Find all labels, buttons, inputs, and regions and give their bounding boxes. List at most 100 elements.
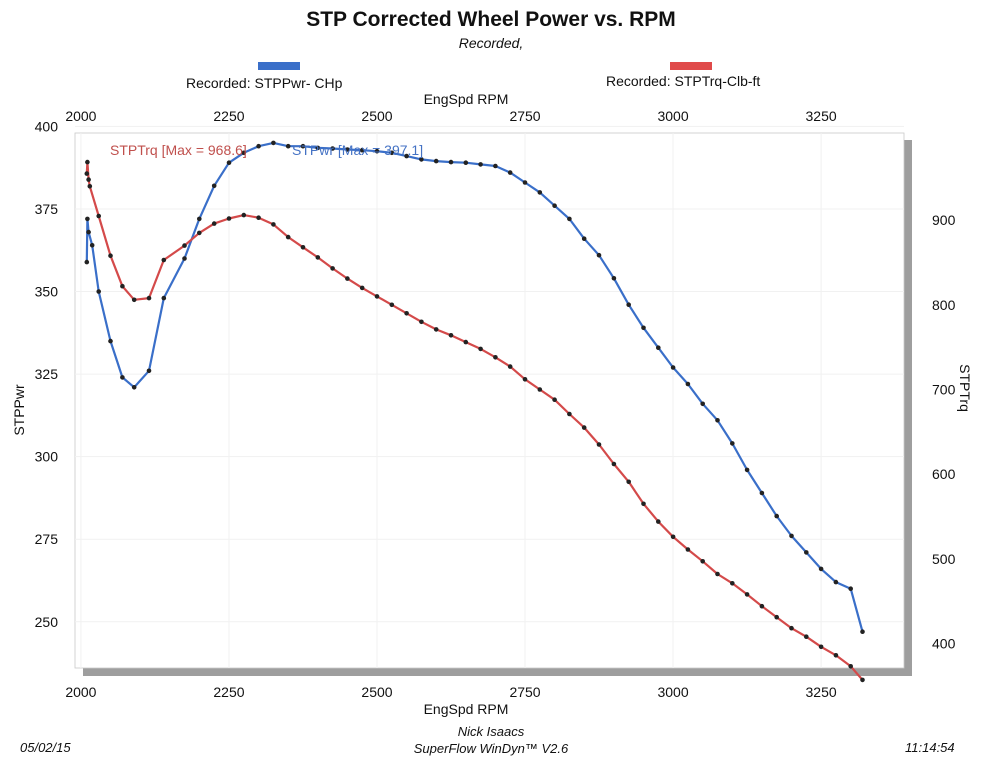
annotation-torque-max: STPTrq [Max = 968.6] (110, 142, 247, 158)
y-tick-left: 325 (35, 366, 59, 382)
data-point-stppwr (670, 365, 676, 370)
data-point-stptrq (818, 644, 824, 650)
data-point-stppwr (89, 243, 95, 248)
data-point-stptrq (641, 501, 646, 507)
data-point-stptrq (359, 285, 365, 291)
data-point-stppwr (256, 143, 261, 149)
x-tick-top: 2750 (509, 108, 540, 124)
data-point-stppwr (271, 140, 276, 146)
y-tick-left: 350 (35, 284, 59, 300)
data-point-stppwr (84, 259, 90, 265)
data-point-stppwr (860, 629, 865, 634)
data-point-stppwr (374, 148, 380, 154)
data-point-stppwr (611, 276, 617, 281)
data-point-stppwr (759, 490, 765, 496)
data-point-stppwr (537, 190, 543, 195)
data-point-stptrq (581, 425, 587, 430)
annotation-power-max: STPwr [Max = 397.1] (292, 142, 423, 158)
data-point-stptrq (774, 614, 779, 620)
data-point-stptrq (315, 255, 321, 260)
data-point-stptrq (522, 377, 528, 382)
y-ticks-left: 250 275 300 325 350 375 400 (35, 118, 59, 629)
x-tick-bottom: 2250 (213, 684, 244, 700)
x-tick-top: 3000 (657, 108, 688, 124)
data-point-stppwr (330, 146, 335, 151)
data-point-stptrq (85, 159, 90, 165)
x-tick-top: 2250 (213, 108, 244, 124)
data-point-stppwr (300, 143, 306, 149)
data-point-stppwr (448, 159, 454, 165)
y-tick-left: 375 (35, 201, 59, 217)
data-point-stppwr (404, 153, 409, 159)
data-point-stptrq (211, 221, 217, 226)
data-point-stptrq (300, 245, 306, 250)
data-point-stppwr (730, 441, 735, 446)
data-point-stppwr (641, 325, 646, 331)
data-point-stppwr (108, 338, 113, 344)
footer-date: 05/02/15 (20, 740, 71, 755)
data-point-stppwr (146, 368, 152, 374)
data-point-stppwr (581, 236, 587, 241)
chart-subtitle: Recorded, (458, 35, 524, 51)
footer-time: 11:14:54 (905, 740, 955, 755)
y-axis-title-right: STPTrq (957, 364, 973, 412)
data-point-stptrq (700, 559, 705, 564)
x-tick-bottom: 2750 (509, 684, 540, 700)
data-point-stppwr (833, 579, 839, 585)
data-point-stptrq (730, 581, 735, 586)
data-point-stppwr (478, 162, 483, 167)
y2-tick-right: 900 (932, 212, 956, 228)
data-point-stppwr (389, 150, 395, 156)
data-point-stppwr (522, 180, 528, 185)
data-point-stppwr (241, 150, 247, 156)
legend-label-power: Recorded: STPPwr- CHp (186, 75, 343, 91)
data-point-stptrq (656, 519, 661, 524)
legend-label-torque: Recorded: STPTrq-Clb-ft (606, 73, 761, 89)
data-point-stptrq (433, 327, 439, 332)
y-axis-title-left: STPPwr (11, 384, 27, 436)
data-point-stppwr (626, 302, 631, 308)
data-point-stptrq (833, 653, 839, 658)
data-point-stptrq (389, 302, 395, 308)
data-point-stppwr (226, 160, 232, 165)
data-point-stppwr (715, 418, 720, 423)
data-point-stptrq (120, 283, 125, 289)
data-point-stppwr (345, 147, 350, 152)
data-point-stppwr (463, 160, 469, 165)
data-point-stptrq (404, 311, 409, 316)
data-point-stptrq (789, 625, 794, 631)
data-point-stptrq (374, 294, 380, 299)
grid (75, 125, 904, 668)
x-tick-bottom: 2500 (361, 684, 392, 700)
x-tick-bottom: 3250 (806, 684, 837, 700)
data-point-stppwr (685, 381, 691, 387)
data-point-stptrq (493, 355, 498, 360)
x-ticks-bottom: 2000 2250 2500 2750 3000 3250 (65, 684, 837, 700)
x-tick-top: 3250 (806, 108, 837, 124)
data-point-stptrq (463, 339, 469, 345)
plot-area (74, 132, 905, 669)
y-tick-left: 400 (35, 118, 59, 134)
data-point-stptrq (552, 397, 557, 403)
data-point-stppwr (493, 163, 498, 169)
data-point-stppwr (774, 513, 779, 519)
data-point-stptrq (611, 461, 617, 467)
data-point-stppwr (211, 183, 217, 189)
data-point-stptrq (108, 253, 113, 258)
data-point-stptrq (96, 213, 101, 219)
data-point-stppwr (86, 229, 91, 235)
data-point-stptrq (670, 534, 676, 540)
data-point-stptrq (860, 677, 865, 683)
x-tick-top: 2500 (361, 108, 392, 124)
legend-swatch-power (258, 62, 300, 70)
series-group (84, 140, 865, 683)
data-point-stptrq (759, 603, 765, 609)
y-tick-left: 250 (35, 614, 59, 630)
y-ticks-right: 400 500 600 700 800 900 (932, 212, 956, 651)
data-point-stppwr (656, 345, 661, 351)
data-point-stppwr (789, 533, 794, 539)
data-point-stptrq (182, 243, 187, 248)
data-point-stppwr (161, 295, 167, 301)
footer-author: Nick Isaacs (457, 724, 525, 739)
